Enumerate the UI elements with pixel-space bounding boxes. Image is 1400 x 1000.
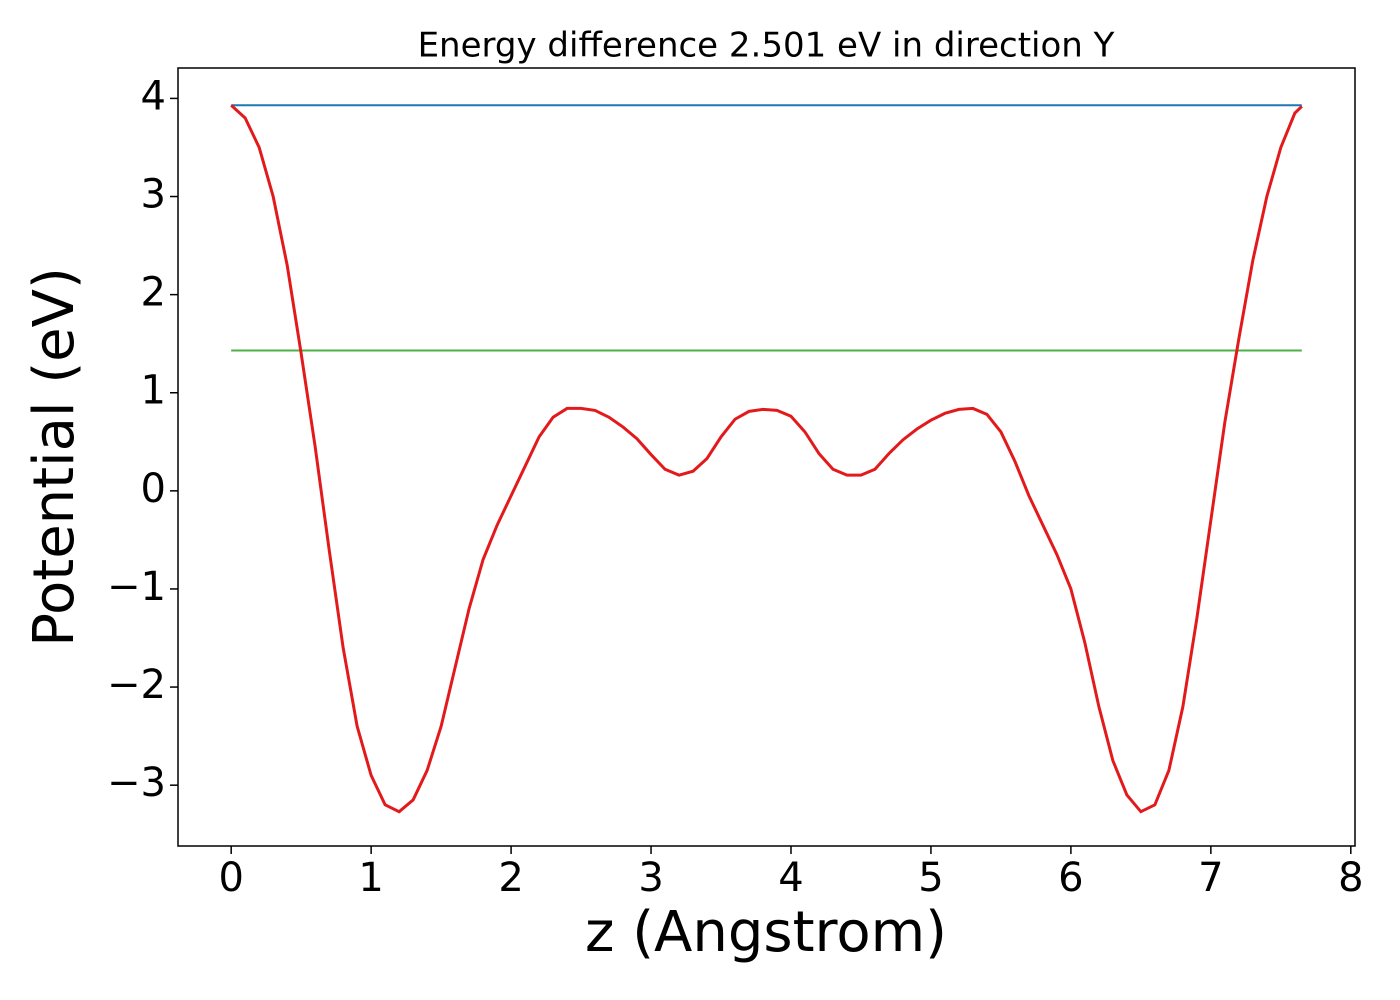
data-line xyxy=(230,104,1303,814)
chart-title: Energy difference 2.501 eV in direction … xyxy=(418,26,1115,66)
x-tick-label: 2 xyxy=(498,855,523,901)
y-tick-label: 0 xyxy=(141,466,166,512)
y-tick-label: 4 xyxy=(141,73,166,119)
x-tick-label: 5 xyxy=(918,855,943,901)
y-tick-label: −1 xyxy=(107,564,166,610)
x-tick-label: 3 xyxy=(638,855,663,901)
x-tick-label: 0 xyxy=(218,855,243,901)
x-axis-label: z (Angstrom) xyxy=(585,900,947,965)
y-tick-label: −2 xyxy=(107,662,166,708)
y-tick-label: −3 xyxy=(107,760,166,806)
y-tick-label: 1 xyxy=(141,368,166,414)
y-tick-label: 2 xyxy=(141,270,166,316)
y-tick-label: 3 xyxy=(141,172,166,218)
plot-frame xyxy=(177,67,1356,847)
x-tick-label: 4 xyxy=(778,855,803,901)
x-tick-label: 8 xyxy=(1338,855,1363,901)
x-tick-label: 1 xyxy=(358,855,383,901)
y-axis-label: Potential (eV) xyxy=(22,267,87,647)
x-tick-label: 6 xyxy=(1058,855,1083,901)
x-tick-label: 7 xyxy=(1198,855,1223,901)
